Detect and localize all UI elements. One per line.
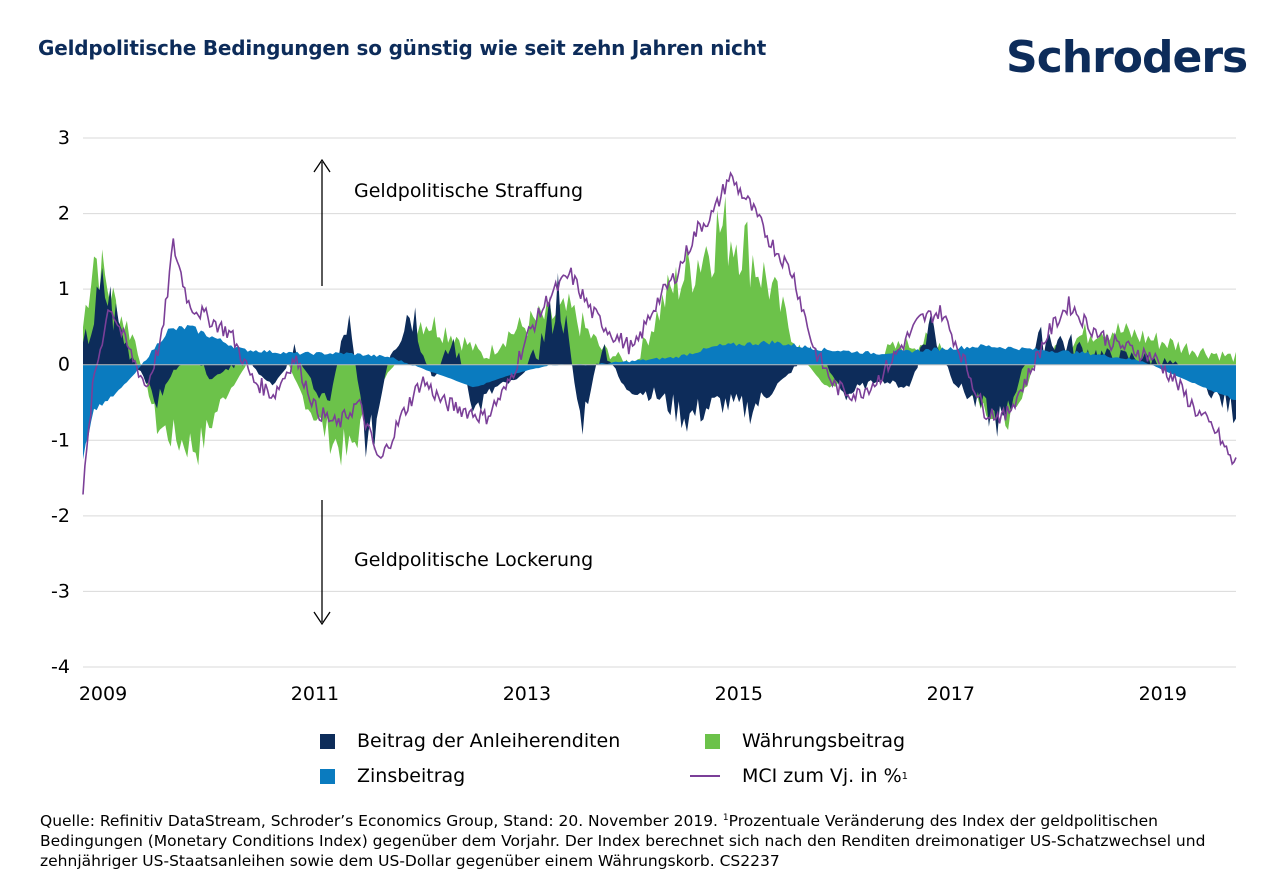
footnote: Quelle: Refinitiv DataStream, Schroder’s…	[40, 808, 1250, 871]
footnote-superscript: 1	[722, 813, 729, 823]
y-tick-label: 2	[58, 203, 70, 225]
legend-swatch-mci	[690, 775, 720, 777]
legend-swatch-bond	[320, 733, 335, 749]
annotation-tightening: Geldpolitische Straffung	[354, 180, 583, 202]
series-line-mci	[82, 171, 1237, 495]
x-tick-label: 2009	[79, 683, 127, 705]
legend-label-bond: Beitrag der Anleiherenditen	[357, 730, 621, 752]
y-tick-label: -2	[51, 505, 70, 527]
y-tick-label: -4	[51, 656, 70, 678]
series-area-bond	[83, 267, 1236, 458]
y-tick-label: -1	[51, 429, 70, 451]
x-tick-label: 2013	[503, 683, 551, 705]
legend-item-mci: MCI zum Vj. in % 1	[690, 765, 908, 787]
series-area-currency	[83, 196, 1236, 466]
legend-swatch-rate	[320, 768, 335, 784]
x-tick-label: 2017	[927, 683, 975, 705]
legend-label-currency: Währungsbeitrag	[742, 730, 906, 752]
x-tick-label: 2019	[1139, 683, 1187, 705]
annotation-easing: Geldpolitische Lockerung	[354, 549, 593, 571]
legend-item-rate: Zinsbeitrag	[320, 765, 465, 787]
legend-label-rate: Zinsbeitrag	[357, 765, 466, 787]
schroders-logo: Schroders	[1006, 32, 1248, 83]
legend-mci-superscript: 1	[901, 770, 909, 782]
legend-item-currency: Währungsbeitrag	[705, 730, 905, 752]
x-tick-label: 2015	[715, 683, 763, 705]
easing-arrow-head	[313, 611, 331, 626]
legend-item-bond: Beitrag der Anleiherenditen	[320, 730, 620, 752]
y-tick-label: 0	[58, 354, 70, 376]
tightening-arrow-head	[313, 158, 331, 173]
y-tick-label: 3	[58, 127, 70, 149]
chart-title: Geldpolitische Bedingungen so günstig wi…	[38, 36, 767, 60]
footnote-text: Quelle: Refinitiv DataStream, Schroder’s…	[40, 812, 723, 831]
x-tick-label: 2011	[291, 683, 339, 705]
footnote-text-2: Prozentuale Veränderung des Index der ge…	[40, 812, 1206, 871]
y-tick-label: -3	[51, 580, 70, 602]
legend-swatch-currency	[705, 733, 720, 749]
series-area-rate	[83, 325, 1236, 460]
y-tick-label: 1	[58, 278, 70, 300]
legend-label-mci: MCI zum Vj. in %	[742, 765, 902, 787]
chart: 3 2 1 0 -1 -2 -3 -4 2009 2011 2013 2015 2017 2019 Geld…	[51, 127, 1237, 705]
